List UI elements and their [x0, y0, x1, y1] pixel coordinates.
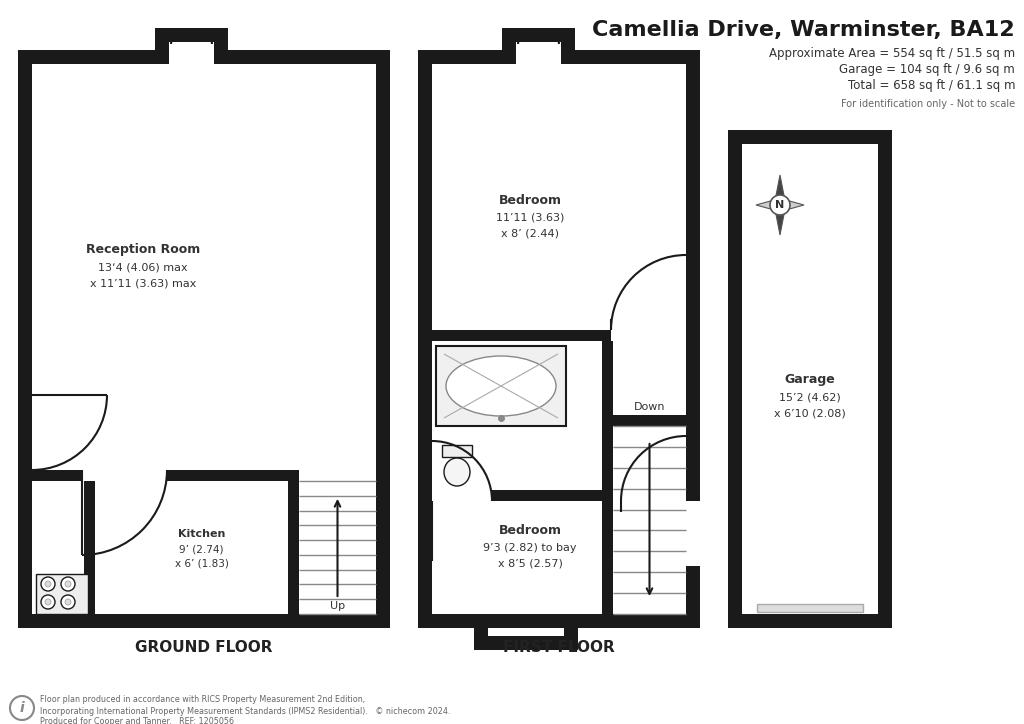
Circle shape: [10, 696, 34, 720]
Bar: [728, 130, 892, 628]
Bar: [686, 501, 700, 566]
Text: 15’2 (4.62): 15’2 (4.62): [779, 393, 841, 403]
Bar: [18, 50, 390, 628]
Text: Down: Down: [634, 402, 666, 412]
Circle shape: [770, 195, 790, 215]
Bar: [18, 470, 288, 481]
Bar: [32, 64, 376, 614]
Bar: [169, 42, 214, 64]
Text: x 8’5 (2.57): x 8’5 (2.57): [498, 559, 562, 569]
Circle shape: [41, 595, 55, 609]
Bar: [82, 470, 167, 481]
Text: x 11’11 (3.63) max: x 11’11 (3.63) max: [90, 279, 197, 289]
Bar: [432, 490, 492, 501]
Bar: [516, 42, 561, 64]
Bar: [442, 445, 472, 457]
Bar: [742, 144, 878, 614]
Bar: [602, 341, 613, 490]
Text: N: N: [775, 200, 784, 210]
Bar: [418, 490, 613, 501]
Text: x 8’ (2.44): x 8’ (2.44): [501, 229, 559, 239]
Text: Up: Up: [330, 601, 345, 611]
Text: x 6’10 (2.08): x 6’10 (2.08): [774, 409, 846, 419]
Polygon shape: [776, 205, 784, 235]
Text: Bedroom: Bedroom: [499, 193, 561, 206]
Circle shape: [65, 599, 71, 605]
Text: GROUND FLOOR: GROUND FLOOR: [135, 641, 272, 655]
Text: Reception Room: Reception Room: [86, 243, 200, 256]
Bar: [757, 604, 863, 612]
Bar: [84, 470, 95, 628]
Text: 9’3 (2.82) to bay: 9’3 (2.82) to bay: [483, 543, 577, 553]
Bar: [418, 330, 700, 341]
Text: Approximate Area = 554 sq ft / 51.5 sq m: Approximate Area = 554 sq ft / 51.5 sq m: [769, 48, 1015, 61]
Bar: [502, 28, 575, 50]
Text: Camellia Drive, Warminster, BA12: Camellia Drive, Warminster, BA12: [592, 20, 1015, 40]
Text: For identification only - Not to scale: For identification only - Not to scale: [841, 99, 1015, 109]
Bar: [288, 470, 299, 628]
Polygon shape: [776, 175, 784, 205]
Circle shape: [45, 581, 51, 587]
Circle shape: [45, 599, 51, 605]
Text: i: i: [19, 701, 25, 715]
Bar: [488, 628, 564, 636]
Text: Kitchen: Kitchen: [178, 529, 225, 539]
Bar: [432, 64, 686, 614]
Bar: [418, 50, 700, 628]
Polygon shape: [780, 201, 804, 209]
Circle shape: [61, 595, 75, 609]
Text: Total = 658 sq ft / 61.1 sq m: Total = 658 sq ft / 61.1 sq m: [848, 80, 1015, 93]
Bar: [611, 330, 686, 341]
Text: 9’ (2.74): 9’ (2.74): [179, 544, 224, 554]
Ellipse shape: [444, 458, 470, 486]
Bar: [474, 628, 578, 650]
Polygon shape: [756, 201, 780, 209]
Text: FIRST FLOOR: FIRST FLOOR: [503, 641, 614, 655]
Text: Garage: Garage: [784, 374, 836, 387]
Circle shape: [41, 577, 55, 591]
Text: Garage = 104 sq ft / 9.6 sq m: Garage = 104 sq ft / 9.6 sq m: [840, 64, 1015, 77]
Ellipse shape: [446, 356, 556, 416]
Text: Incorporating International Property Measurement Standards (IPMS2 Residential). : Incorporating International Property Mea…: [40, 707, 451, 717]
Bar: [602, 415, 700, 426]
Circle shape: [65, 581, 71, 587]
Text: 11’11 (3.63): 11’11 (3.63): [496, 213, 564, 223]
Circle shape: [61, 577, 75, 591]
Bar: [602, 501, 613, 628]
Text: Floor plan produced in accordance with RICS Property Measurement 2nd Edition,: Floor plan produced in accordance with R…: [40, 696, 366, 704]
Text: x 6’ (1.83): x 6’ (1.83): [174, 558, 228, 568]
Bar: [36, 574, 88, 614]
Text: Bedroom: Bedroom: [499, 523, 561, 536]
Bar: [155, 28, 228, 50]
Bar: [436, 346, 566, 426]
Text: Produced for Cooper and Tanner.   REF: 1205056: Produced for Cooper and Tanner. REF: 120…: [40, 717, 234, 724]
Text: 13‘4 (4.06) max: 13‘4 (4.06) max: [98, 263, 187, 273]
